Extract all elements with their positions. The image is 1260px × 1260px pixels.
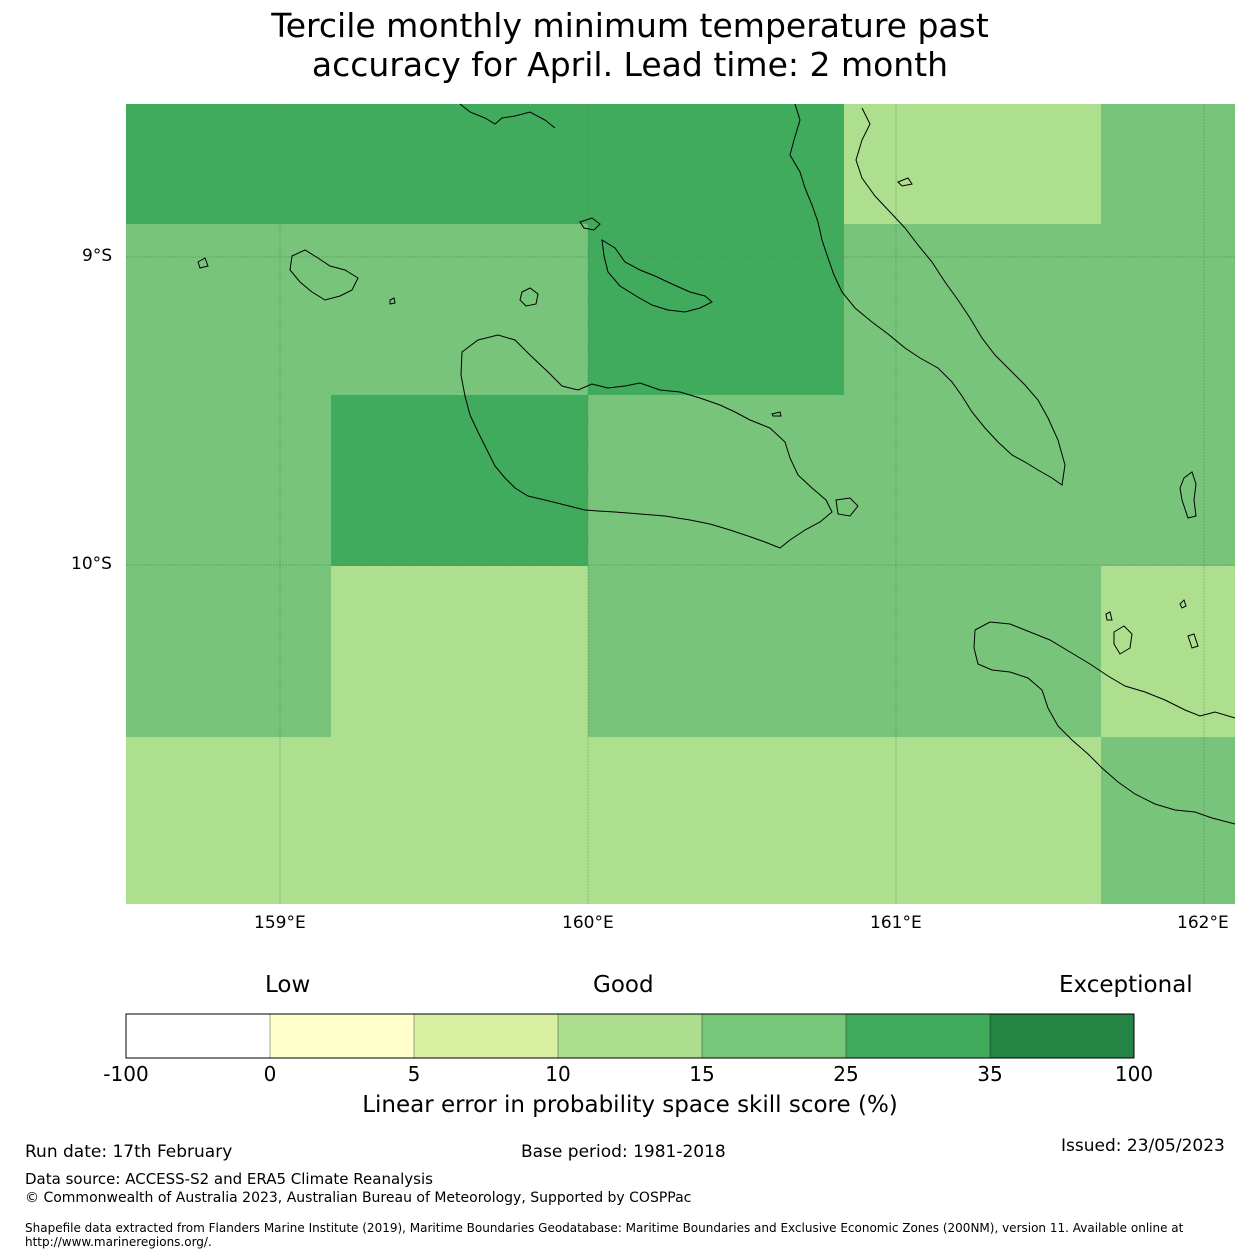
colorbar-tick: -100 [103, 1062, 149, 1086]
coastline-islet-i [1179, 599, 1187, 609]
coastline-savo [519, 287, 539, 307]
coastline-islet-a [579, 217, 601, 231]
colorbar-segment [414, 1014, 558, 1058]
coastline-islet-j [1187, 633, 1199, 649]
colorbar-tick: 0 [263, 1062, 277, 1086]
title-line-2: accuracy for April. Lead time: 2 month [311, 45, 949, 84]
colorbar-segment [702, 1014, 846, 1058]
skill-cells [126, 104, 1235, 904]
copyright: © Commonwealth of Australia 2023, Austra… [25, 1190, 692, 1206]
coastline-islet-e [835, 497, 859, 517]
shapefile-credit: Shapefile data extracted from Flanders M… [25, 1221, 1184, 1249]
base-period: Base period: 1981-2018 [521, 1142, 726, 1162]
coastline-ulawa [1179, 471, 1197, 519]
colorbar-segment [846, 1014, 990, 1058]
graticule [126, 104, 1235, 904]
cell [844, 224, 1235, 395]
coastline-islet-f [897, 177, 913, 187]
coastline-malaita [789, 103, 1066, 486]
cell [126, 104, 844, 224]
coastline-russell [289, 249, 359, 301]
lat-label-9s: 9°S [82, 246, 113, 266]
cell [331, 395, 588, 566]
coastline-islet-h [1105, 611, 1113, 621]
lon-label-161e: 161°E [870, 913, 922, 933]
cell [331, 566, 588, 737]
cell [126, 395, 331, 566]
colorbar-tick: 5 [407, 1062, 421, 1086]
cell [588, 224, 844, 395]
cell [844, 104, 1101, 224]
cell [588, 566, 1101, 737]
colorbar-heading-good: Good [593, 972, 654, 998]
colorbar-segment [558, 1014, 702, 1058]
coastline-islet-g [1113, 625, 1133, 655]
cell [126, 224, 588, 395]
colorbar-heading-exceptional: Exceptional [1059, 972, 1193, 998]
cell [1101, 566, 1235, 737]
cell [1101, 737, 1235, 904]
coastline-islet-b [197, 257, 209, 269]
lon-label-159e: 159°E [254, 913, 306, 933]
cell [126, 566, 331, 737]
cell [588, 395, 1235, 566]
colorbar-segment [126, 1014, 270, 1058]
colorbar-tick: 100 [1114, 1062, 1154, 1086]
coastline-florida [601, 239, 713, 313]
data-source: Data source: ACCESS-S2 and ERA5 Climate … [25, 1170, 433, 1188]
lat-label-10s: 10°S [71, 554, 112, 574]
colorbar-segment [270, 1014, 414, 1058]
colorbar-tick: 35 [977, 1062, 1003, 1086]
coastline-north [459, 103, 556, 129]
coastline-guadalcanal [460, 334, 833, 549]
colorbar-frame [125, 1013, 1135, 1059]
colorbar-label: Linear error in probability space skill … [362, 1092, 898, 1118]
cell [126, 737, 1101, 904]
coastline-makira [973, 621, 1236, 825]
coastlines [197, 103, 1236, 825]
lon-label-162e: 162°E [1177, 913, 1229, 933]
issued-date: Issued: 23/05/2023 [1061, 1136, 1225, 1156]
run-date: Run date: 17th February [25, 1142, 233, 1162]
lon-label-160e: 160°E [562, 913, 614, 933]
colorbar-tick: 15 [689, 1062, 715, 1086]
coastline-islet-c [389, 297, 396, 305]
colorbar [125, 1013, 1135, 1059]
colorbar-tick: 10 [545, 1062, 571, 1086]
colorbar-segment [990, 1014, 1134, 1058]
map-title: Tercile monthly minimum temperature past… [0, 6, 1260, 84]
coastline-islet-d [771, 411, 782, 417]
colorbar-heading-low: Low [265, 972, 311, 998]
colorbar-tick: 25 [833, 1062, 859, 1086]
cell [1101, 104, 1235, 224]
title-line-1: Tercile monthly minimum temperature past [271, 6, 989, 45]
